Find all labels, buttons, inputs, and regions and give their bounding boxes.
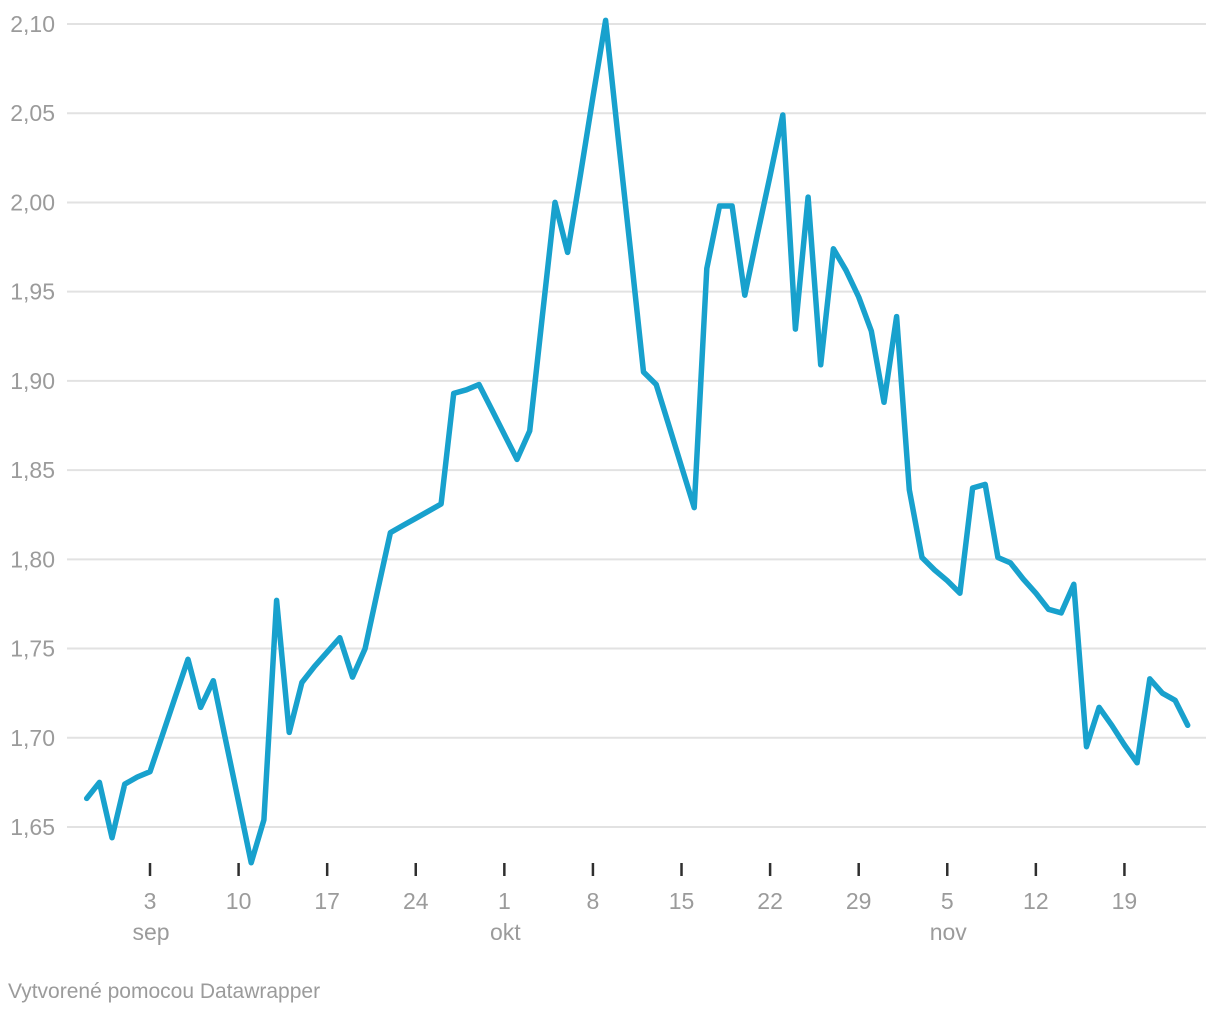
data-line-series	[83, 17, 1191, 866]
x-axis-day-label: 12	[1023, 888, 1049, 914]
datawrapper-credit-link[interactable]: Vytvorené pomocou Datawrapper	[8, 980, 321, 1003]
x-axis-day-label: 8	[587, 888, 600, 914]
x-axis-month-label: nov	[930, 919, 968, 945]
x-axis-day-label: 1	[498, 888, 511, 914]
y-axis-tick-label: 2,10	[10, 11, 55, 37]
y-axis-tick-label: 1,85	[10, 457, 55, 483]
x-axis-day-label: 24	[403, 888, 429, 914]
y-axis-tick-label: 1,95	[10, 279, 55, 305]
x-axis-day-label: 17	[314, 888, 340, 914]
y-axis-tick-label: 1,90	[10, 368, 55, 394]
x-axis-day-label: 22	[757, 888, 783, 914]
x-axis-day-label: 5	[941, 888, 954, 914]
price-line-chart: 2,10 2,05 2,00 1,95 1,90 1,85 1,80 1,75 1,70 1,65…	[10, 11, 1206, 945]
y-axis-tick-label: 1,70	[10, 725, 55, 751]
y-axis-tick-label: 2,00	[10, 189, 55, 215]
y-axis-tick-label: 1,75	[10, 636, 55, 662]
x-axis-day-label: 29	[846, 888, 872, 914]
x-axis-day-label: 15	[669, 888, 695, 914]
x-axis-day-label: 19	[1112, 888, 1138, 914]
y-axis-tick-label: 1,80	[10, 546, 55, 572]
y-axis-tick-label: 2,05	[10, 100, 55, 126]
x-axis-month-label: okt	[490, 919, 521, 945]
chart-canvas: 2,10 2,05 2,00 1,95 1,90 1,85 1,80 1,75 1,70 1,65…	[10, 11, 1206, 945]
x-axis-day-label: 3	[144, 888, 157, 914]
x-axis-month-label: sep	[132, 919, 169, 945]
x-axis-day-label: 10	[226, 888, 252, 914]
chart-footer: Vytvorené pomocou Datawrapper	[8, 980, 320, 1004]
y-axis-tick-label: 1,65	[10, 814, 55, 840]
